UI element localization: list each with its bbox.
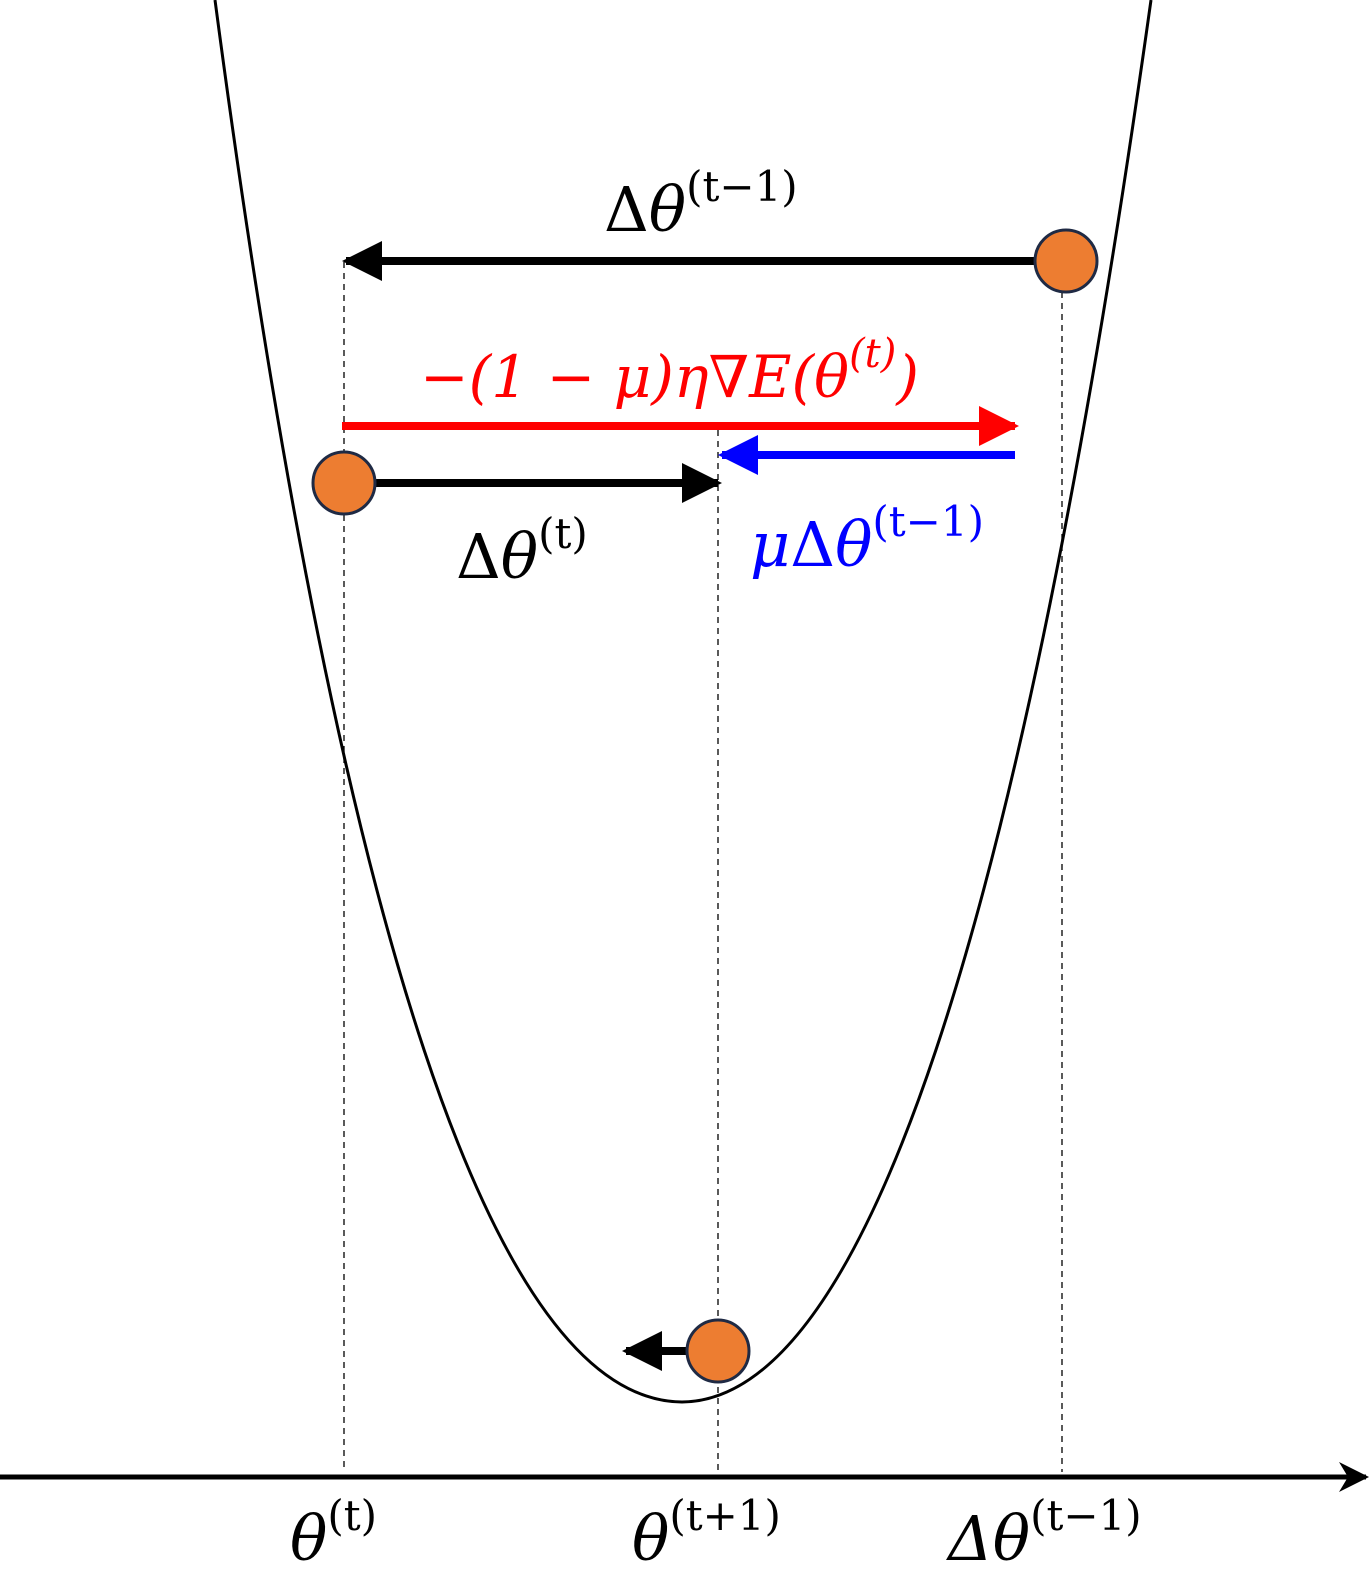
theta-symbol: θ [835,508,872,581]
mu-symbol: μ [750,508,790,581]
previous-step-label: Δθ(t−1) [604,162,798,246]
current-step-label: Δθ(t) [456,509,588,593]
theta-symbol: θ [632,1502,669,1571]
ball-previous [1033,228,1099,294]
delta-symbol: Δ [456,520,501,593]
superscript: (t) [849,331,896,377]
gradient-expression: −(1 − μ)η∇E(θ [420,343,849,411]
superscript: (t) [327,1491,377,1540]
axis-label-theta-t1: θ(t+1) [632,1491,781,1571]
momentum-term-label: μΔθ(t−1) [750,497,984,581]
loss-curve [213,0,1153,1404]
delta-symbol: Δ [790,508,835,581]
delta-theta-symbol: Δθ [946,1502,1030,1571]
theta-symbol: θ [649,173,686,246]
superscript: (t+1) [669,1491,781,1540]
gradient-term-label: −(1 − μ)η∇E(θ(t)) [420,331,919,411]
superscript: (t) [538,509,588,558]
superscript: (t−1) [1030,1491,1142,1540]
theta-symbol: θ [290,1502,327,1571]
delta-symbol: Δ [604,173,649,246]
superscript: (t−1) [872,497,984,546]
theta-symbol: θ [501,520,538,593]
ball-current [311,450,377,516]
axis-label-theta-t: θ(t) [290,1491,377,1571]
closing-paren: ) [894,343,919,411]
ball-next [685,1318,751,1384]
superscript: (t−1) [686,162,798,211]
axis-label-delta-theta-t-minus-1: Δθ(t−1) [946,1491,1142,1571]
